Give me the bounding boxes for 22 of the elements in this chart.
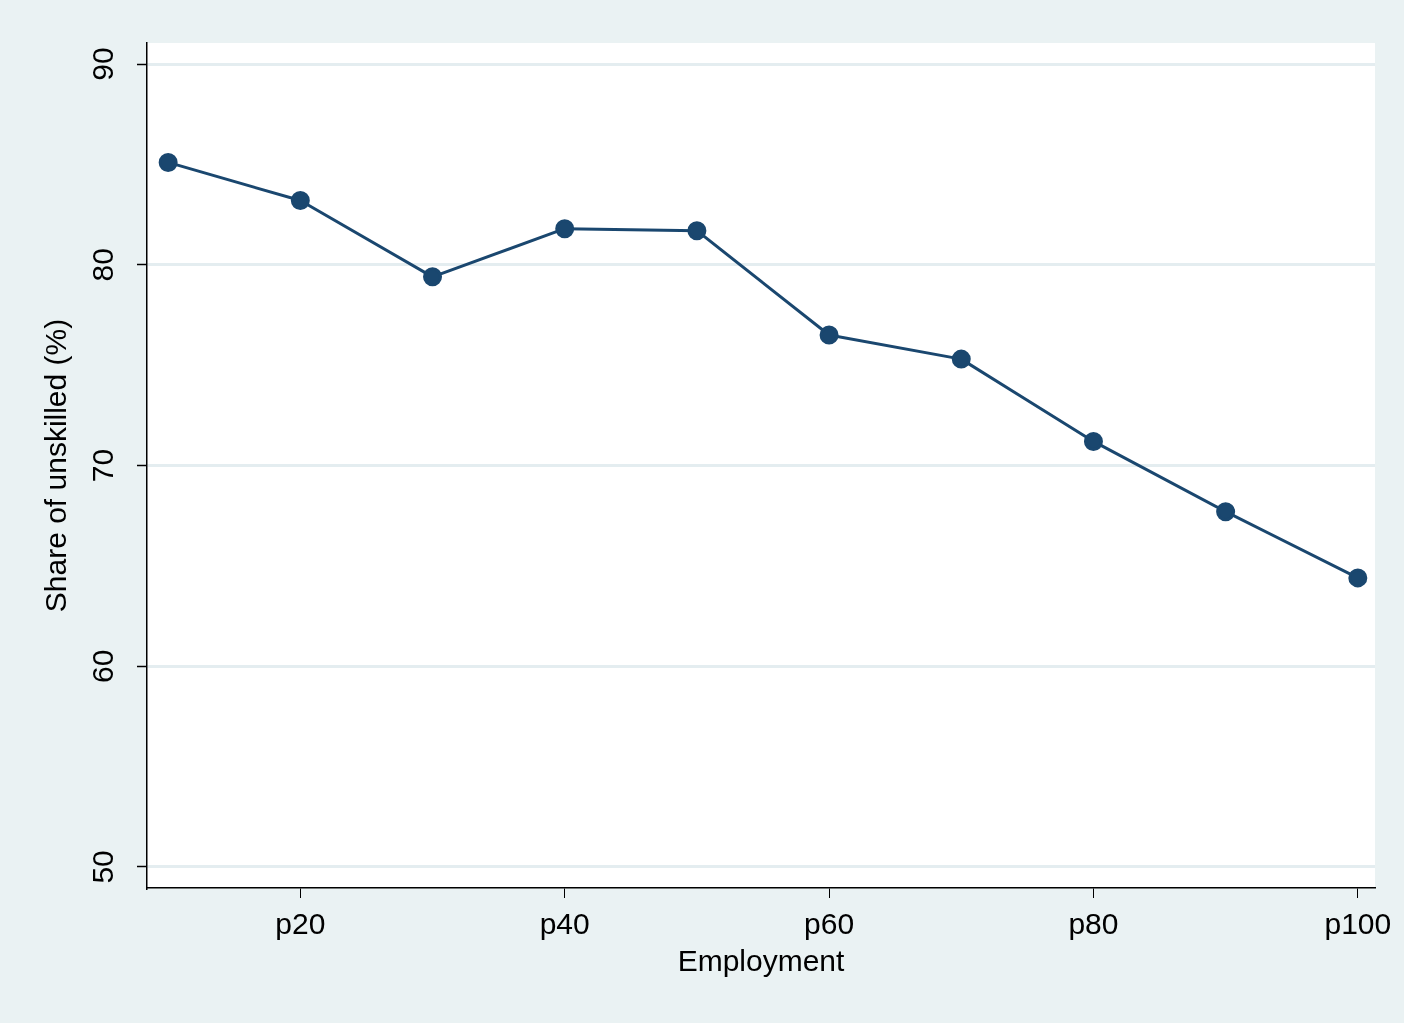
point [158,152,178,172]
point [1083,431,1103,451]
x-tick-label: p40 [539,907,590,941]
y-tick-label: 70 [86,448,120,483]
point [423,267,443,287]
x-tick-label: p20 [275,907,326,941]
point [687,221,707,241]
point [1216,502,1236,522]
x-tick-label: p60 [804,907,855,941]
x-tick-label: p100 [1324,907,1392,941]
y-tick-label: 50 [86,850,120,884]
point [819,325,839,345]
point [951,349,971,369]
y-tick-label: 60 [86,649,120,683]
x-axis-title: Employment [677,944,846,978]
x-tick-label: p80 [1068,907,1119,941]
y-tick-label: 80 [86,248,120,282]
y-tick-label: 90 [86,47,120,81]
point [555,219,575,239]
point [1348,568,1368,588]
point [290,191,310,211]
y-axis-title: Share of unskilled (%) [39,318,73,613]
